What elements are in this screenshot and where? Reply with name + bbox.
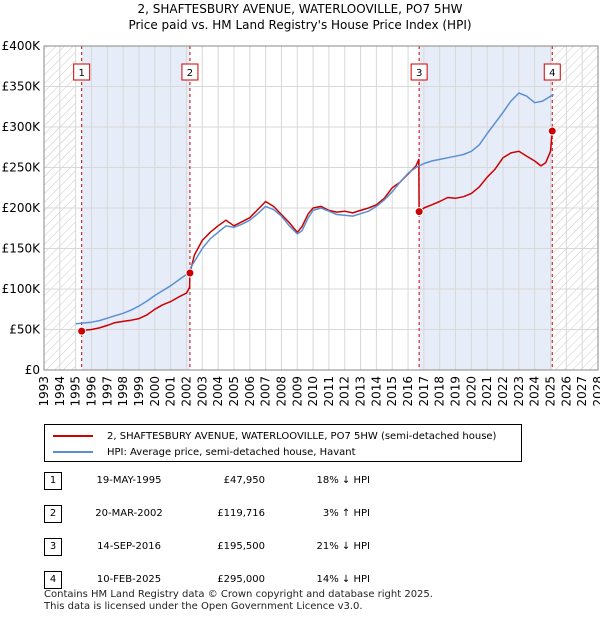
- x-tick-label: 2024: [528, 376, 542, 407]
- x-tick-label: 2023: [512, 376, 526, 407]
- x-tick-label: 2016: [401, 376, 415, 407]
- sale-hpi-diff: 3% ↑ HPI: [322, 508, 370, 519]
- sale-point: [185, 268, 195, 278]
- y-tick-label: £150K: [2, 242, 42, 256]
- table-row: 2 20-MAR-2002 £119,716 3% ↑ HPI: [44, 505, 384, 523]
- footer-copyright: Contains HM Land Registry data © Crown c…: [44, 589, 433, 600]
- x-tick-label: 2025: [544, 376, 558, 407]
- x-tick-label: 2013: [354, 376, 368, 407]
- x-tick-label: 2001: [164, 376, 178, 407]
- sale-label-box: [73, 63, 91, 81]
- sale-label: 1: [78, 68, 84, 79]
- sale-date: 20-MAR-2002: [95, 508, 163, 519]
- x-tick-label: 2026: [559, 376, 573, 407]
- x-tick-label: 2014: [369, 376, 383, 407]
- y-tick-label: £400K: [2, 39, 42, 53]
- sale-price: £295,000: [217, 574, 265, 585]
- y-tick-label: £50K: [9, 323, 41, 337]
- table-row: 1 19-MAY-1995 £47,950 18% ↓ HPI: [44, 472, 384, 490]
- legend-label-property: 2, SHAFTESBURY AVENUE, WATERLOOVILLE, PO…: [107, 430, 497, 442]
- y-tick-label: £250K: [2, 161, 42, 175]
- sale-hpi-diff: 14% ↓ HPI: [316, 574, 370, 585]
- x-tick-label: 2018: [433, 376, 447, 407]
- y-tick-label: £0: [25, 363, 40, 377]
- x-tick-label: 2008: [274, 376, 288, 407]
- legend: 2, SHAFTESBURY AVENUE, WATERLOOVILLE, PO…: [44, 424, 522, 462]
- sale-number: 4: [44, 571, 62, 589]
- x-tick-label: 2009: [290, 376, 304, 407]
- sale-price: £195,500: [217, 541, 265, 552]
- x-tick-label: 1999: [132, 376, 146, 407]
- sale-number: 3: [44, 538, 62, 556]
- sale-point: [414, 207, 424, 217]
- legend-swatch-hpi: [53, 451, 93, 453]
- x-tick-label: 2002: [179, 376, 193, 407]
- x-tick-label: 2003: [195, 376, 209, 407]
- table-row: 4 10-FEB-2025 £295,000 14% ↓ HPI: [44, 571, 384, 589]
- x-tick-label: 2020: [464, 376, 478, 407]
- x-tick-label: 2028: [591, 376, 600, 407]
- x-tick-label: 2022: [496, 376, 510, 407]
- legend-swatch-property: [53, 435, 93, 437]
- x-tick-label: 2017: [417, 376, 431, 407]
- series-line-hpi: [75, 92, 555, 325]
- sale-point: [547, 126, 557, 136]
- x-tick-label: 2004: [211, 376, 225, 407]
- sale-number: 1: [44, 472, 62, 490]
- sale-date: 10-FEB-2025: [96, 574, 162, 585]
- sale-label-box: [410, 63, 428, 81]
- chart-title: 2, SHAFTESBURY AVENUE, WATERLOOVILLE, PO…: [137, 2, 463, 16]
- x-tick-label: 2012: [338, 376, 352, 407]
- sale-point: [77, 326, 87, 336]
- x-tick-label: 2015: [385, 376, 399, 407]
- sale-label: 4: [549, 68, 555, 79]
- sale-price: £47,950: [223, 475, 265, 486]
- sale-price: £119,716: [217, 508, 265, 519]
- x-tick-label: 2000: [148, 376, 162, 407]
- y-tick-label: £350K: [2, 80, 42, 94]
- y-tick-label: £300K: [2, 120, 42, 134]
- x-tick-label: 2005: [227, 376, 241, 407]
- sale-label: 3: [416, 68, 422, 79]
- price-chart: £0 £50K £100K £150K £200K £250K £300K £350K £400…: [2, 39, 600, 407]
- sale-label-box: [181, 63, 199, 81]
- x-tick-label: 1996: [84, 376, 98, 407]
- sale-date: 14-SEP-2016: [97, 541, 161, 552]
- sale-number: 2: [44, 505, 62, 523]
- y-tick-label: £100K: [2, 282, 42, 296]
- x-tick-label: 2007: [259, 376, 273, 407]
- sale-hpi-diff: 21% ↓ HPI: [316, 541, 370, 552]
- x-tick-label: 2011: [322, 376, 336, 407]
- x-tick-label: 2021: [480, 376, 494, 407]
- legend-item-property: 2, SHAFTESBURY AVENUE, WATERLOOVILLE, PO…: [53, 428, 496, 444]
- x-tick-label: 1993: [37, 376, 51, 407]
- x-tick-label: 2027: [575, 376, 589, 407]
- sale-date: 19-MAY-1995: [96, 475, 162, 486]
- x-tick-label: 2019: [449, 376, 463, 407]
- sale-label: 2: [187, 68, 193, 79]
- chart-subtitle: Price paid vs. HM Land Registry's House …: [128, 18, 472, 32]
- sale-label-box: [543, 63, 561, 81]
- table-row: 3 14-SEP-2016 £195,500 21% ↓ HPI: [44, 538, 384, 556]
- series-line-property: [81, 130, 554, 332]
- x-tick-label: 1997: [100, 376, 114, 407]
- x-tick-label: 1994: [53, 376, 67, 407]
- legend-item-hpi: HPI: Average price, semi-detached house,…: [53, 444, 356, 460]
- x-tick-label: 1998: [116, 376, 130, 407]
- x-tick-label: 1995: [69, 376, 83, 407]
- x-tick-label: 2010: [306, 376, 320, 407]
- footer-licence: This data is licensed under the Open Gov…: [44, 601, 363, 612]
- plot-border: [43, 45, 599, 371]
- legend-label-hpi: HPI: Average price, semi-detached house,…: [107, 446, 356, 458]
- x-tick-label: 2006: [243, 376, 257, 407]
- y-tick-label: £200K: [2, 201, 42, 215]
- sale-hpi-diff: 18% ↓ HPI: [316, 475, 370, 486]
